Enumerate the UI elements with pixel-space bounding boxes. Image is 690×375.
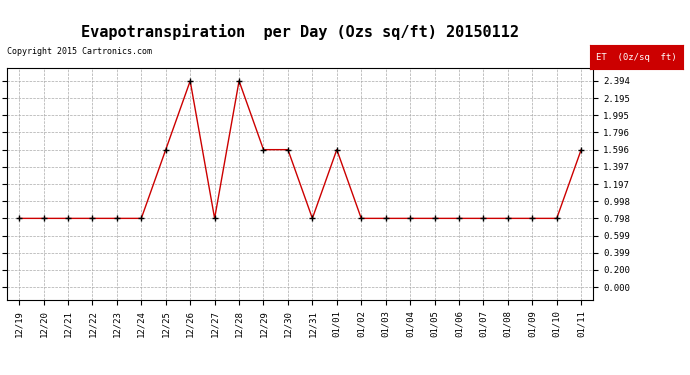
Text: Evapotranspiration  per Day (Ozs sq/ft) 20150112: Evapotranspiration per Day (Ozs sq/ft) 2… bbox=[81, 24, 519, 40]
Text: Copyright 2015 Cartronics.com: Copyright 2015 Cartronics.com bbox=[7, 47, 152, 56]
Text: ET  (0z/sq  ft): ET (0z/sq ft) bbox=[596, 53, 677, 62]
